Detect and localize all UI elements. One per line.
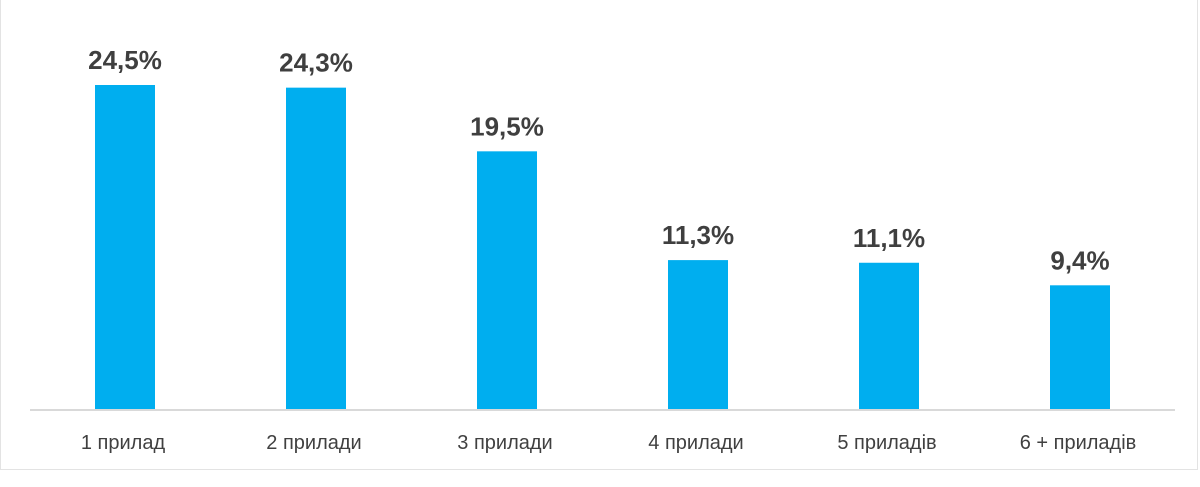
bars-group bbox=[95, 85, 1110, 410]
value-label-1: 24,5% bbox=[88, 45, 162, 75]
value-label-2: 24,3% bbox=[279, 48, 353, 78]
bar-1 bbox=[95, 85, 155, 410]
value-label-4: 11,3% bbox=[662, 220, 734, 250]
x-tick-label-4: 4 прилади bbox=[648, 432, 743, 454]
bar-6 bbox=[1050, 285, 1110, 410]
value-label-5: 11,1% bbox=[853, 223, 925, 253]
bar-3 bbox=[477, 151, 537, 410]
value-label-3: 19,5% bbox=[470, 111, 544, 141]
chart-frame bbox=[0, 0, 1198, 470]
x-tick-labels-group: 1 прилад 2 прилади 3 прилади 4 прилади 5 при… bbox=[81, 432, 1136, 454]
x-tick-label-6: 6 + приладів bbox=[1020, 432, 1137, 454]
bar-5 bbox=[859, 262, 919, 410]
value-label-6: 9,4% bbox=[1050, 245, 1109, 275]
value-labels-group: 24,5% 24,3% 19,5% 11,3% 11,1% 9,4% bbox=[88, 45, 1110, 275]
bar-4 bbox=[668, 260, 728, 410]
x-tick-label-1: 1 прилад bbox=[81, 432, 166, 454]
bar-2 bbox=[286, 87, 346, 410]
x-tick-label-5: 5 приладів bbox=[837, 432, 936, 454]
x-tick-label-3: 3 прилади bbox=[457, 432, 552, 454]
x-tick-label-2: 2 прилади bbox=[266, 432, 361, 454]
